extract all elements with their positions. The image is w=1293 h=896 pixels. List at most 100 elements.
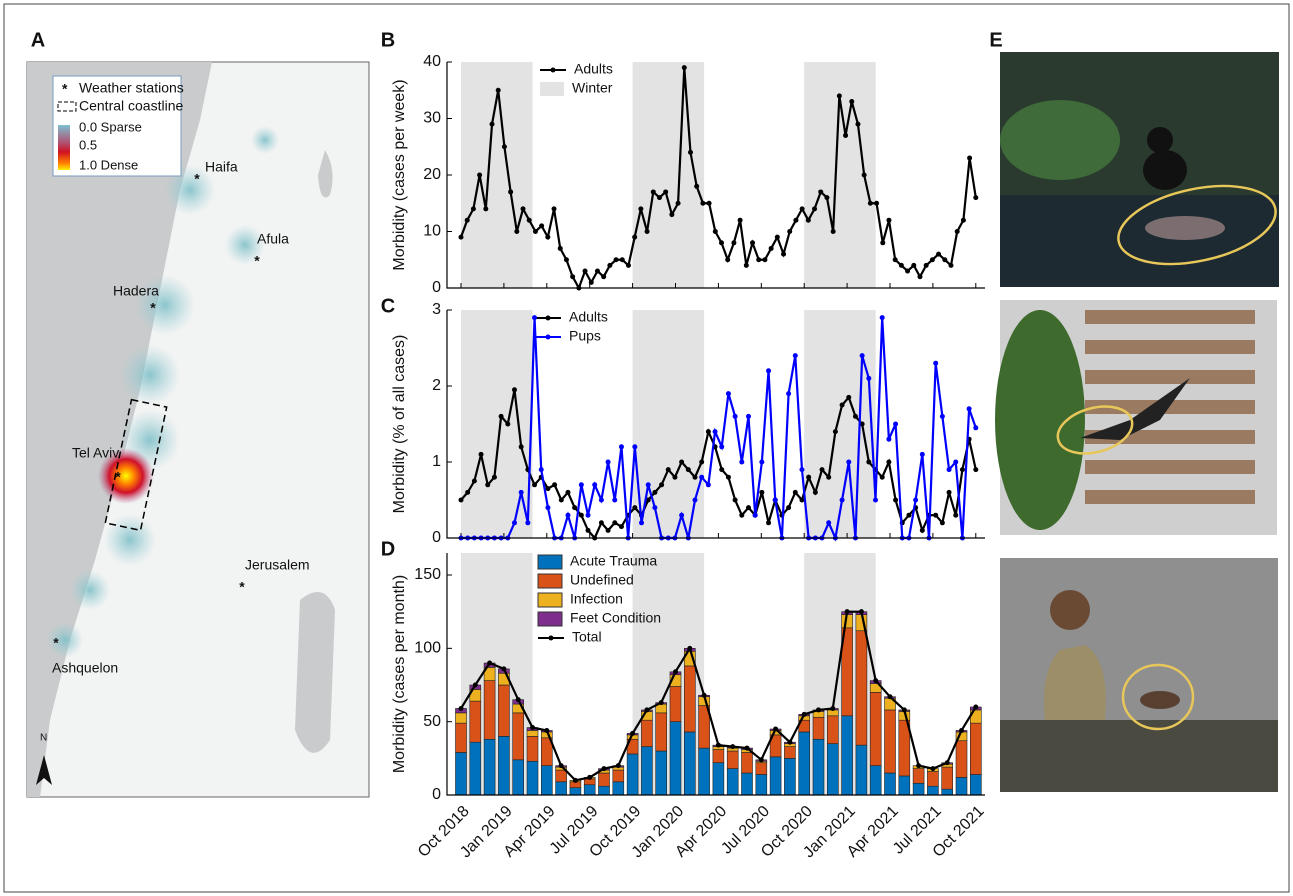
bar-segment bbox=[970, 774, 981, 795]
y-tick-label: 40 bbox=[423, 53, 441, 70]
point bbox=[726, 475, 731, 480]
bar-segment bbox=[684, 666, 695, 732]
station-marker: * bbox=[239, 579, 245, 595]
bar-segment bbox=[456, 713, 467, 723]
point bbox=[630, 731, 635, 736]
point bbox=[846, 460, 851, 465]
point bbox=[646, 482, 651, 487]
bar-segment bbox=[827, 716, 838, 744]
point bbox=[917, 274, 922, 279]
point bbox=[930, 257, 935, 262]
bar-segment bbox=[927, 772, 938, 787]
point bbox=[942, 257, 947, 262]
point bbox=[688, 150, 693, 155]
point bbox=[477, 173, 482, 178]
point bbox=[505, 422, 510, 427]
point bbox=[592, 482, 597, 487]
bar-segment bbox=[470, 701, 481, 742]
point bbox=[499, 414, 504, 419]
point bbox=[973, 705, 978, 710]
point bbox=[707, 201, 712, 206]
legend-marker bbox=[546, 316, 551, 321]
point bbox=[700, 201, 705, 206]
station-marker: * bbox=[53, 635, 59, 651]
y-tick-label: 0 bbox=[432, 279, 441, 296]
bar-segment bbox=[599, 786, 610, 795]
bar-segment bbox=[956, 777, 967, 795]
point bbox=[659, 482, 664, 487]
city-label: Hadera bbox=[113, 283, 159, 299]
bar-segment bbox=[641, 747, 652, 795]
north-label: N bbox=[40, 733, 47, 744]
point bbox=[552, 206, 557, 211]
point bbox=[826, 520, 831, 525]
legend-swatch bbox=[538, 574, 562, 588]
series-line bbox=[461, 318, 976, 538]
point bbox=[731, 240, 736, 245]
bar-segment bbox=[699, 748, 710, 795]
point bbox=[936, 252, 941, 257]
station-marker: * bbox=[115, 469, 121, 485]
bar-segment bbox=[770, 757, 781, 795]
point bbox=[620, 257, 625, 262]
point bbox=[612, 520, 617, 525]
point bbox=[645, 229, 650, 234]
winter-shading bbox=[633, 62, 705, 288]
point bbox=[586, 528, 591, 533]
point bbox=[558, 246, 563, 251]
legend-swatch bbox=[538, 593, 562, 607]
point bbox=[769, 246, 774, 251]
point bbox=[686, 467, 691, 472]
y-tick-label: 3 bbox=[432, 301, 441, 318]
bar-segment bbox=[527, 730, 538, 736]
bar-segment bbox=[784, 747, 795, 759]
bar-segment bbox=[827, 744, 838, 795]
bar-segment bbox=[727, 751, 738, 769]
bar-segment bbox=[541, 766, 552, 795]
y-tick-label: 0 bbox=[432, 529, 441, 546]
y-tick-label: 2 bbox=[432, 377, 441, 394]
legend-label: Feet Condition bbox=[570, 610, 661, 626]
point bbox=[855, 122, 860, 127]
point bbox=[947, 467, 952, 472]
point bbox=[725, 257, 730, 262]
bar-segment bbox=[942, 767, 953, 789]
point bbox=[632, 235, 637, 240]
point bbox=[730, 744, 735, 749]
point bbox=[816, 707, 821, 712]
panel-label: C bbox=[381, 295, 395, 317]
point bbox=[859, 609, 864, 614]
point bbox=[959, 728, 964, 733]
point bbox=[719, 467, 724, 472]
point bbox=[738, 218, 743, 223]
bar-segment bbox=[498, 685, 509, 736]
point bbox=[830, 706, 835, 711]
bar-segment bbox=[799, 732, 810, 795]
bar-segment bbox=[613, 770, 624, 782]
y-tick-label: 30 bbox=[423, 110, 441, 127]
point bbox=[846, 395, 851, 400]
point bbox=[679, 513, 684, 518]
point bbox=[812, 206, 817, 211]
point bbox=[472, 479, 477, 484]
bar-segment bbox=[899, 776, 910, 795]
point bbox=[719, 240, 724, 245]
point bbox=[955, 229, 960, 234]
point bbox=[840, 498, 845, 503]
point bbox=[744, 263, 749, 268]
point bbox=[713, 429, 718, 434]
colorbar-label: 0.5 bbox=[79, 137, 97, 152]
colorbar-label: 0.0 Sparse bbox=[79, 119, 142, 134]
point bbox=[612, 498, 617, 503]
bar-segment bbox=[813, 739, 824, 795]
point bbox=[813, 490, 818, 495]
point bbox=[512, 387, 517, 392]
point bbox=[837, 93, 842, 98]
point bbox=[532, 482, 537, 487]
point bbox=[726, 391, 731, 396]
point bbox=[516, 697, 521, 702]
point bbox=[552, 482, 557, 487]
point bbox=[716, 743, 721, 748]
legend-label: Adults bbox=[569, 309, 608, 325]
point bbox=[933, 361, 938, 366]
